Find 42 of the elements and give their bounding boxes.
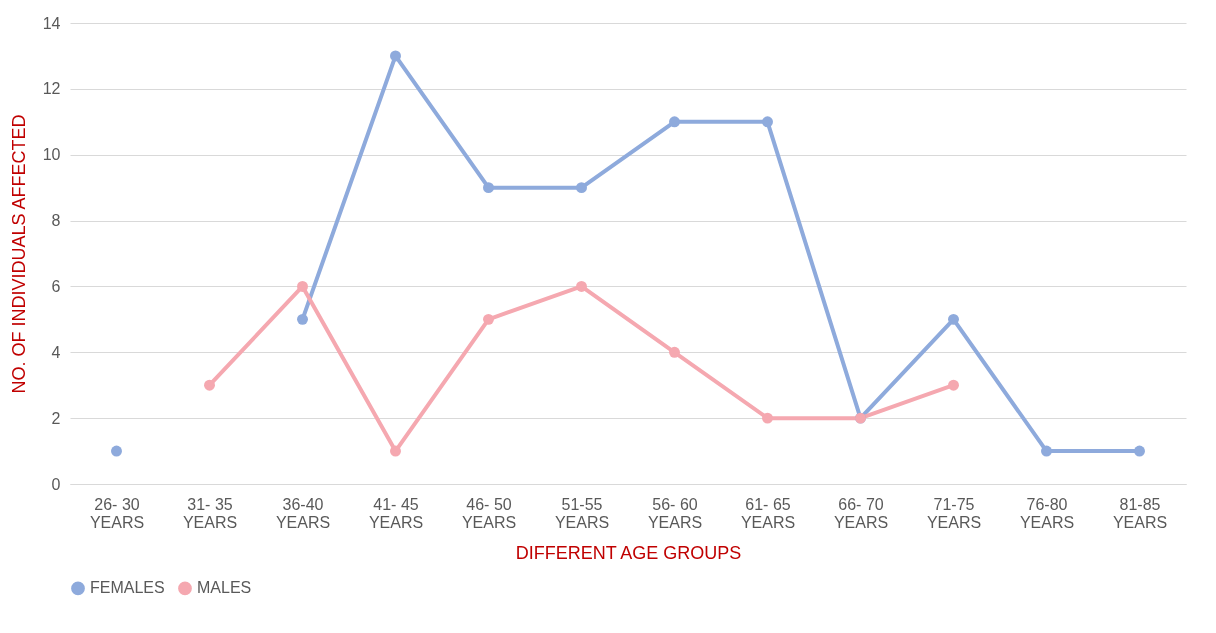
x-tick-label: 51-55 YEARS [554,495,610,531]
x-tick-label: 81-85 YEARS [1112,495,1168,531]
x-tick-label: 31- 35 YEARS [182,495,238,531]
y-tick-label: 14 [42,14,61,32]
y-tick-label: 10 [42,146,61,164]
x-tick-label: 36-40 YEARS [275,495,331,531]
point [483,313,494,325]
point [483,182,494,194]
point [762,116,773,128]
legend-label: FEMALES [90,579,165,597]
point [576,182,587,194]
y-tick-label: 4 [51,343,61,361]
point [111,445,122,457]
legend-label: MALES [197,579,252,597]
point [390,50,401,62]
y-axis-title: NO. OF INDIVIDUALS AFFECTED [8,114,29,394]
x-tick-label: 66- 70 YEARS [833,495,889,531]
y-tick-label: 6 [51,277,61,295]
x-tick-label: 76-80 YEARS [1019,495,1075,531]
point [669,116,680,128]
x-tick-label: 26- 30 YEARS [89,495,145,531]
point [390,445,401,457]
point [669,346,680,358]
point [297,313,308,325]
y-tick-label: 2 [51,409,61,427]
point [948,379,959,391]
x-tick-label: 56- 60 YEARS [647,495,703,531]
point [297,280,308,292]
x-tick-label: 61- 65 YEARS [740,495,796,531]
point [204,379,215,391]
point [948,313,959,325]
y-tick-label: 0 [51,475,61,493]
point [1041,445,1052,457]
point [762,412,773,424]
x-tick-label: 46- 50 YEARS [461,495,517,531]
point [1134,445,1145,457]
x-tick-label: 41- 45 YEARS [368,495,424,531]
x-tick-label: 71-75 YEARS [926,495,982,531]
point [576,280,587,292]
x-axis-title: DIFFERENT AGE GROUPS [515,542,742,563]
y-tick-label: 8 [51,212,61,230]
y-tick-label: 12 [42,80,61,98]
